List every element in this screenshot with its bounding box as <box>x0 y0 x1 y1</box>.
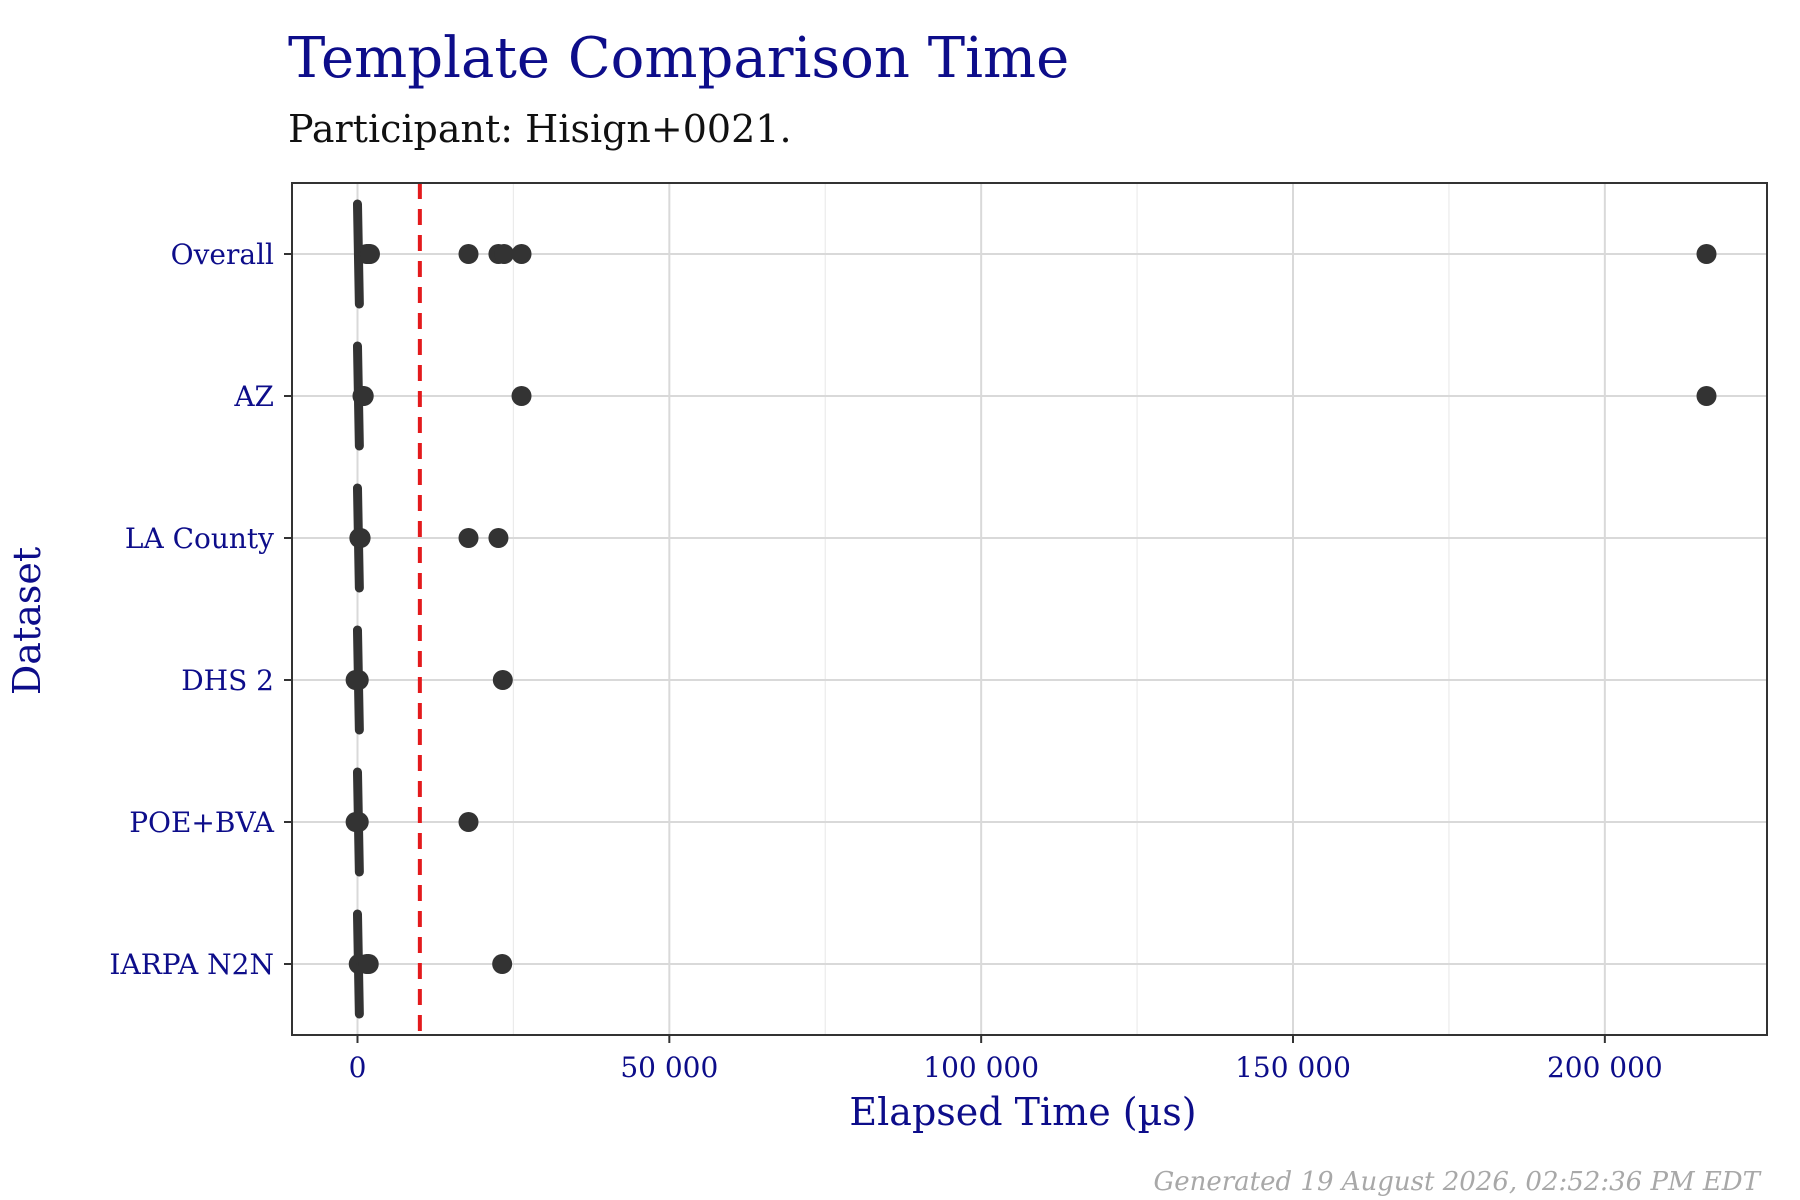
x-axis-title: Elapsed Time (µs) <box>849 1090 1196 1134</box>
plot-border <box>291 182 1768 1036</box>
outlier-point <box>348 670 369 690</box>
outlier-point <box>458 528 479 548</box>
outlier-point <box>458 812 479 832</box>
outlier-point <box>358 954 379 974</box>
outlier-point <box>1696 244 1717 264</box>
x-tick-label: 50 000 <box>620 1051 718 1084</box>
outlier-point <box>359 244 380 264</box>
outlier-point <box>494 244 515 264</box>
outlier-point <box>511 244 532 264</box>
plot-area: 0 50 000 100 000 150 000 200 000 Overall AZ LA … <box>109 182 1768 1084</box>
outlier-point <box>1696 386 1717 406</box>
outlier-point <box>458 244 479 264</box>
generated-timestamp: Generated 19 August 2026, 02:52:36 PM ED… <box>1153 1167 1761 1197</box>
y-tick-label: POE+BVA <box>129 806 275 839</box>
chart-subtitle: Participant: Hisign+0021. <box>288 107 792 151</box>
chart-title: Template Comparison Time <box>288 26 1069 91</box>
outlier-point <box>350 528 371 548</box>
y-axis-title: Dataset <box>5 547 49 695</box>
x-tick-label: 0 <box>349 1051 367 1084</box>
y-tick-label: AZ <box>233 380 274 413</box>
y-tick-label: IARPA N2N <box>109 948 274 981</box>
outlier-point <box>348 812 369 832</box>
outlier-point <box>511 386 532 406</box>
outlier-point <box>353 386 374 406</box>
y-tick-label: DHS 2 <box>181 664 274 697</box>
x-tick-label: 100 000 <box>923 1051 1039 1084</box>
plot-panel <box>292 183 1767 1035</box>
y-tick-label: Overall <box>171 238 274 271</box>
x-tick-label: 200 000 <box>1547 1051 1663 1084</box>
y-tick-label: LA County <box>125 522 274 555</box>
outlier-point <box>492 670 513 690</box>
x-tick-label: 150 000 <box>1235 1051 1351 1084</box>
outlier-point <box>488 528 509 548</box>
outlier-point <box>492 954 513 974</box>
